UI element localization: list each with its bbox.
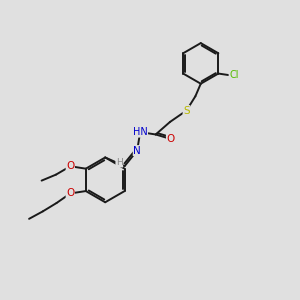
Text: S: S bbox=[183, 106, 190, 116]
Text: H: H bbox=[116, 158, 123, 167]
Text: N: N bbox=[133, 146, 141, 156]
Text: O: O bbox=[66, 188, 74, 198]
Text: Cl: Cl bbox=[229, 70, 239, 80]
Text: HN: HN bbox=[133, 127, 148, 137]
Text: O: O bbox=[167, 134, 175, 144]
Text: O: O bbox=[66, 161, 74, 171]
